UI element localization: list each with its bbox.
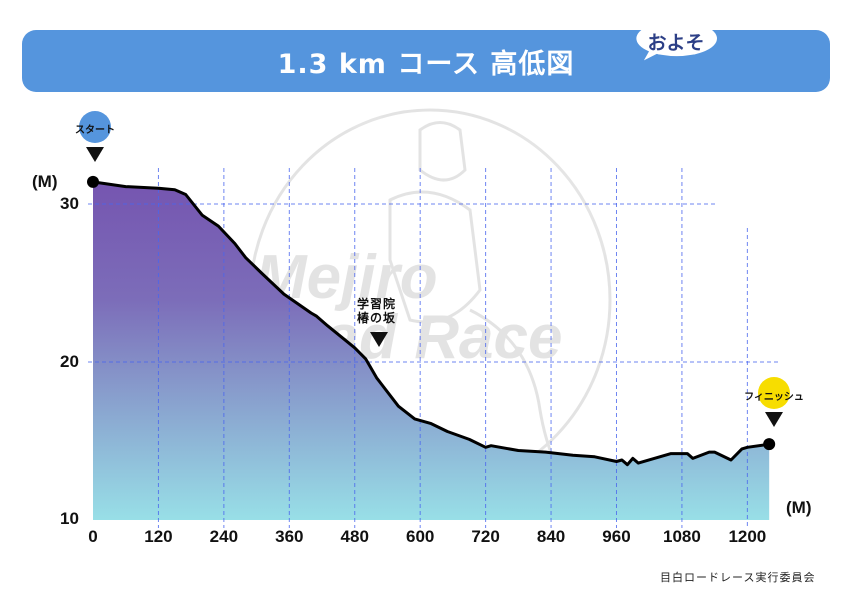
finish-badge-icon bbox=[758, 377, 790, 409]
x-tick-600: 600 bbox=[405, 527, 435, 546]
start-badge-icon bbox=[79, 111, 111, 143]
finish-label: フィニッシュ bbox=[744, 392, 804, 403]
x-tick-960: 960 bbox=[602, 527, 631, 546]
y-axis-unit: (M) bbox=[32, 172, 58, 191]
start-point bbox=[87, 175, 99, 188]
x-tick-240: 240 bbox=[209, 527, 239, 546]
speech-bubble-icon bbox=[636, 20, 717, 61]
elevation-line bbox=[92, 180, 770, 467]
chart-title: 1.3 km コース 高低図 bbox=[277, 49, 575, 80]
x-tick-720: 720 bbox=[471, 527, 500, 546]
x-tick-1080: 1080 bbox=[663, 527, 701, 546]
x-axis-unit: (M) bbox=[786, 498, 812, 517]
x-tick-360: 360 bbox=[275, 527, 304, 546]
landmark-label: 学習院 椿の坂 bbox=[357, 297, 396, 325]
elevation-area bbox=[93, 181, 770, 520]
x-tick-480: 480 bbox=[340, 527, 369, 546]
start-arrow-icon bbox=[86, 147, 104, 162]
y-tick-20: 20 bbox=[60, 352, 79, 371]
finish-point bbox=[763, 438, 776, 451]
finish-arrow-icon bbox=[765, 412, 783, 427]
x-tick-120: 120 bbox=[144, 527, 173, 546]
x-tick-0: 0 bbox=[88, 527, 98, 546]
start-label: スタート bbox=[75, 125, 115, 136]
finish-marker: フィニッシュ bbox=[737, 388, 811, 403]
start-marker: スタート bbox=[65, 121, 125, 136]
landmark-line2: 椿の坂 bbox=[357, 311, 397, 325]
y-tick-30: 30 bbox=[60, 194, 79, 213]
landmark-line1: 学習院 bbox=[357, 297, 397, 311]
landmark-arrow-icon bbox=[370, 332, 388, 347]
x-tick-1200: 1200 bbox=[728, 527, 767, 546]
bubble-text: およそ bbox=[647, 32, 705, 54]
grid-lines bbox=[88, 168, 780, 528]
x-tick-840: 840 bbox=[536, 527, 566, 546]
footer-credit: 目白ロードレース実行委員会 bbox=[660, 571, 816, 584]
y-tick-10: 10 bbox=[60, 509, 79, 528]
